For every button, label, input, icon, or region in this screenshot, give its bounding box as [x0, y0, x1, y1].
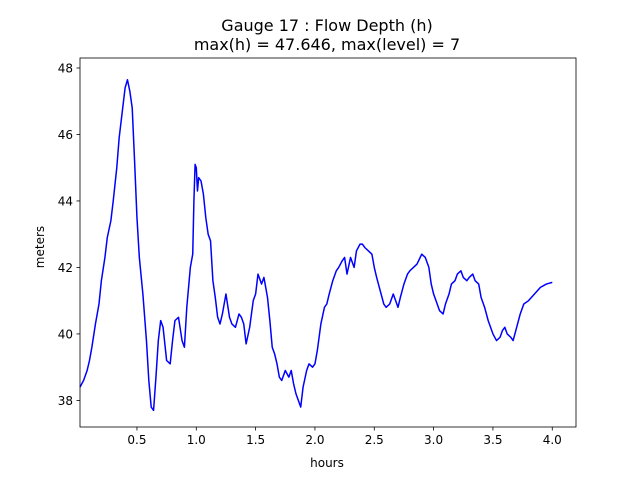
- x-tick-label: 2.5: [365, 433, 384, 447]
- x-tick-label: 1.5: [246, 433, 265, 447]
- x-axis-label: hours: [310, 456, 344, 470]
- y-tick-label: 42: [58, 261, 73, 275]
- chart-title-line-1: Gauge 17 : Flow Depth (h): [221, 16, 432, 35]
- y-tick-label: 44: [58, 194, 73, 208]
- y-tick-label: 40: [58, 327, 73, 341]
- y-tick-label: 48: [58, 61, 73, 75]
- x-tick-label: 3.5: [483, 433, 502, 447]
- x-tick-label: 4.0: [543, 433, 562, 447]
- x-tick-label: 1.0: [187, 433, 206, 447]
- x-tick-label: 2.0: [305, 433, 324, 447]
- series-line-h: [79, 78, 553, 412]
- y-tick-label: 46: [58, 128, 73, 142]
- y-axis-label: meters: [33, 226, 47, 268]
- plot-area: 0.5 1.0 1.5 2.0 2.5 3.0 3.5 4.0 38 40 42 44 46 48: [58, 57, 577, 447]
- x-tick-label: 3.0: [424, 433, 443, 447]
- plot-frame: [79, 57, 577, 428]
- chart-title-line-2: max(h) = 47.646, max(level) = 7: [194, 35, 460, 54]
- x-tick-label: 0.5: [127, 433, 146, 447]
- y-tick-label: 38: [58, 394, 73, 408]
